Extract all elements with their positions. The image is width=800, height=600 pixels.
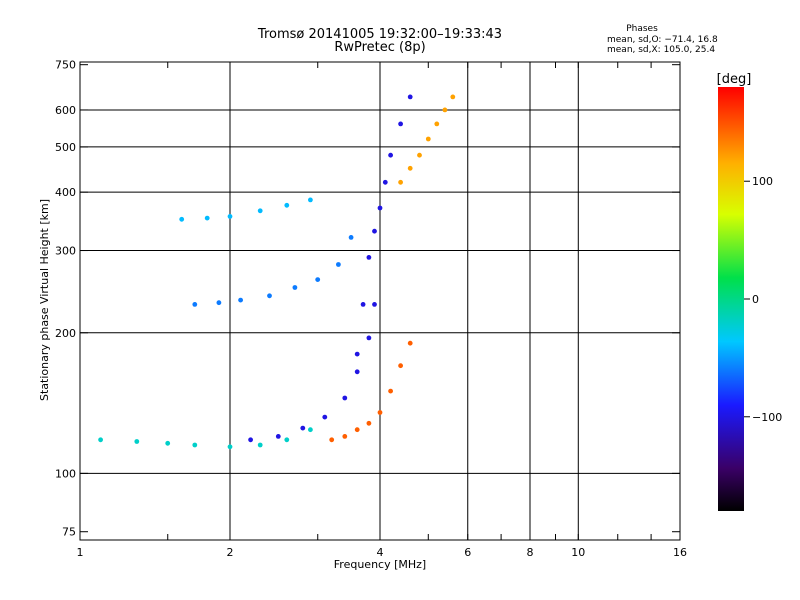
y-tick-label: 750 [55, 59, 76, 72]
data-point [98, 437, 103, 443]
data-point [372, 302, 377, 307]
x-tick-label: 16 [673, 546, 687, 559]
data-point [407, 340, 413, 346]
y-tick-label: 300 [55, 245, 76, 258]
data-point [342, 434, 348, 439]
data-point [308, 197, 313, 203]
data-point [377, 410, 383, 415]
x-tick-label: 1 [77, 546, 84, 559]
data-point [179, 216, 185, 222]
data-point [336, 262, 341, 267]
y-tick-label: 75 [62, 526, 76, 539]
chart-subtitle: RwPretec (8p) [334, 40, 425, 55]
data-point [329, 437, 335, 443]
y-tick-label: 600 [55, 104, 76, 117]
grid-lines [80, 62, 680, 540]
axis-ticks [79, 62, 681, 540]
x-tick-label: 4 [377, 546, 384, 559]
data-point [360, 302, 366, 307]
data-points [98, 94, 456, 450]
data-point [342, 395, 348, 401]
plot-area [79, 61, 681, 541]
data-point [275, 434, 281, 439]
colorbar-ticks: 100 0 −100 [744, 175, 782, 424]
data-point [366, 255, 372, 260]
colorbar-label: [deg] [717, 72, 752, 87]
data-point [388, 388, 393, 394]
x-tick-labels: 1 2 4 6 8 10 16 [77, 546, 688, 559]
y-axis-label: Stationary phase Virtual Height [km] [38, 199, 51, 401]
data-point [284, 202, 290, 208]
data-point [227, 444, 233, 450]
x-tick-label: 8 [527, 546, 534, 559]
data-point [354, 427, 360, 433]
y-tick-label: 200 [55, 327, 76, 340]
data-point [442, 107, 448, 113]
y-tick-label: 400 [55, 186, 76, 199]
data-point [315, 277, 321, 282]
data-point [248, 437, 254, 443]
data-point [134, 439, 140, 444]
data-point [308, 427, 313, 433]
data-point [366, 420, 372, 426]
x-axis-label: Frequency [MHz] [334, 558, 426, 571]
phase-legend: Phases mean, sd,O: −71.4, 16.8 mean, sd,… [607, 24, 718, 55]
data-point [227, 214, 233, 219]
data-point [348, 235, 354, 240]
colorbar-tick-label: −100 [752, 411, 782, 424]
colorbar: [deg] 100 0 −100 [717, 72, 782, 511]
data-point [377, 205, 383, 211]
legend-title: Phases [626, 24, 658, 34]
x-tick-label: 10 [571, 546, 585, 559]
data-point [292, 285, 298, 290]
y-tick-labels: 75 100 200 300 400 500 600 750 [55, 59, 76, 539]
data-point [434, 121, 440, 127]
data-point [238, 297, 244, 303]
data-point [388, 152, 393, 158]
data-point [165, 440, 171, 446]
data-point [354, 351, 360, 357]
legend-line-o: mean, sd,O: −71.4, 16.8 [607, 35, 718, 45]
data-point [354, 369, 360, 375]
data-point [322, 414, 328, 420]
data-point [257, 442, 263, 448]
data-point [192, 302, 198, 307]
data-point [398, 363, 403, 369]
data-point [417, 152, 422, 158]
data-point [257, 208, 263, 214]
data-point [192, 442, 198, 448]
data-point [216, 300, 222, 306]
data-point [204, 215, 210, 221]
data-point [382, 179, 388, 185]
data-point [450, 94, 456, 100]
colorbar-tick-label: 100 [752, 175, 773, 188]
y-tick-label: 100 [55, 467, 76, 480]
data-point [398, 121, 403, 127]
legend-line-x: mean, sd,X: 105.0, 25.4 [607, 45, 715, 55]
x-tick-label: 2 [227, 546, 234, 559]
data-point [425, 136, 431, 142]
data-point [267, 293, 272, 299]
data-point [407, 165, 413, 171]
data-point [407, 94, 413, 100]
data-point [366, 335, 372, 341]
x-tick-label: 6 [464, 546, 471, 559]
colorbar-gradient [718, 87, 744, 511]
data-point [372, 228, 377, 234]
colorbar-tick-label: 0 [752, 293, 759, 306]
y-tick-label: 500 [55, 141, 76, 154]
data-point [284, 437, 290, 443]
chart-title: Tromsø 20141005 19:32:00–19:33:43 [257, 27, 502, 42]
data-point [398, 179, 403, 185]
data-point [300, 425, 306, 431]
